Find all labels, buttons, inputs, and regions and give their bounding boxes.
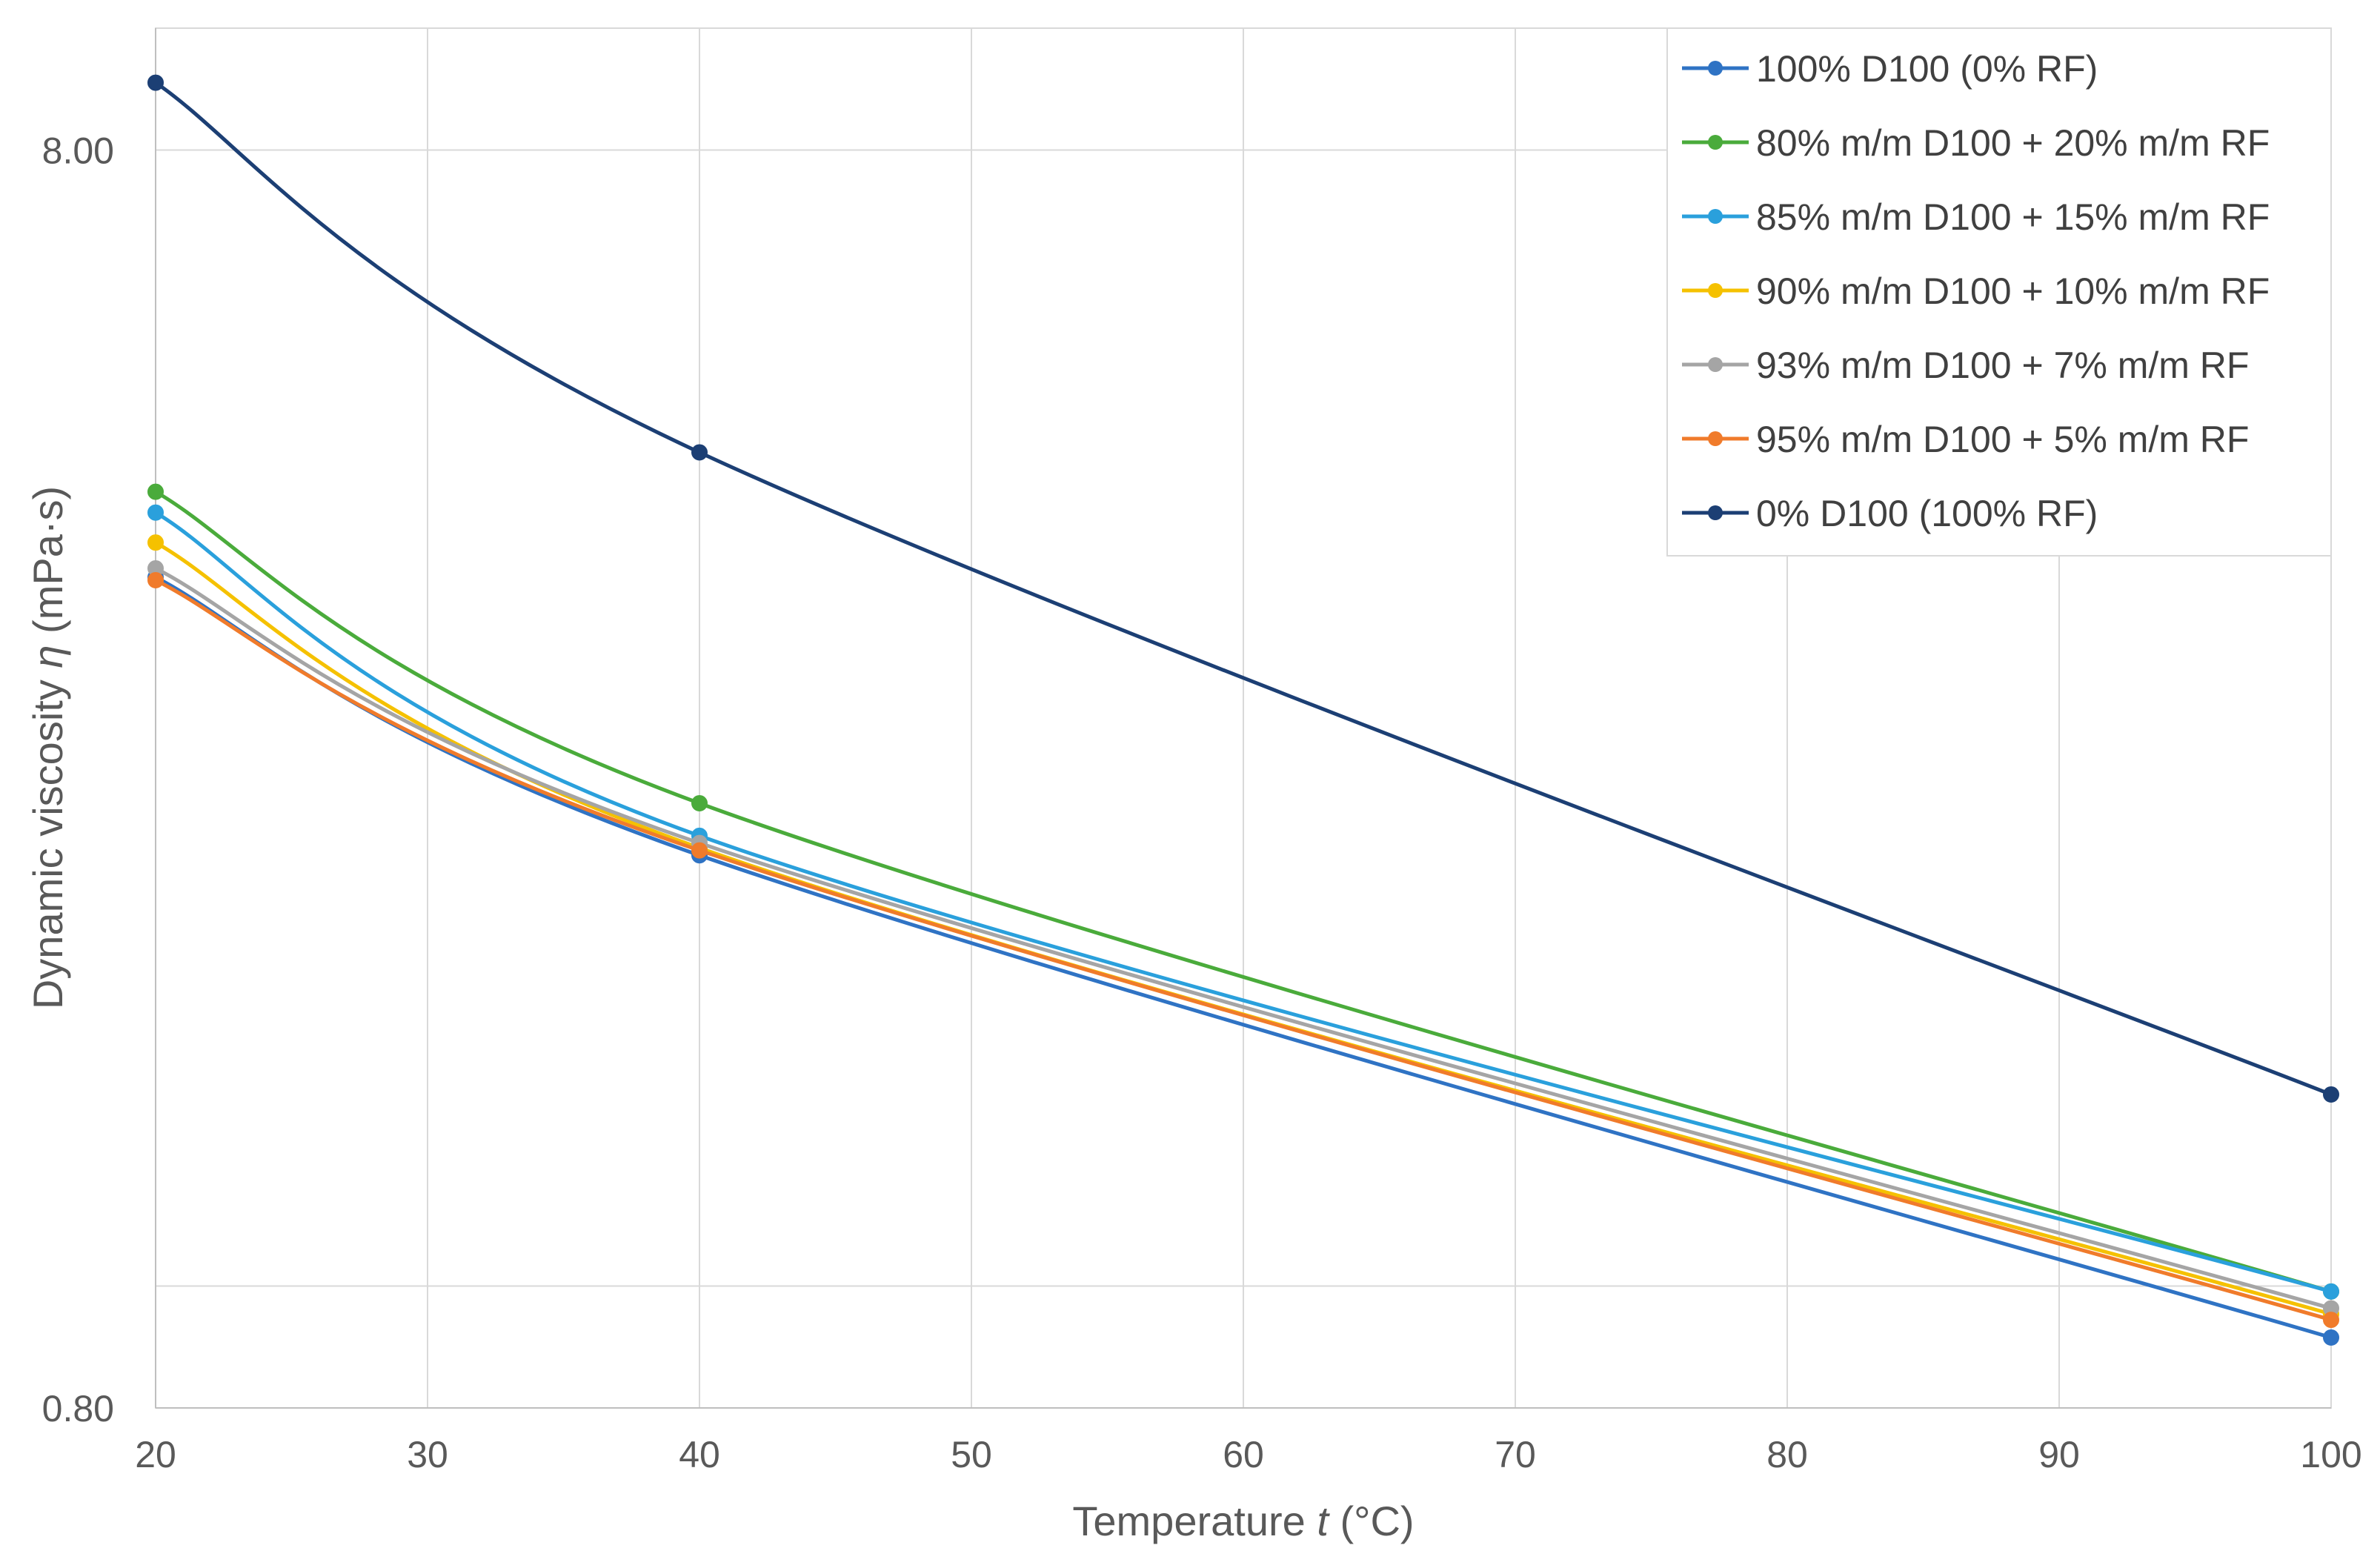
data-point [147,572,164,589]
legend-item: 95% m/m D100 + 5% m/m RF [1682,419,2249,460]
x-axis-title: Temperature t (°C) [1072,1498,1414,1544]
x-tick-label: 50 [951,1434,992,1475]
legend-marker [1708,209,1723,224]
legend-box [1666,27,2332,557]
legend-item: 93% m/m D100 + 7% m/m RF [1682,345,2249,386]
series-line [154,511,2332,1294]
data-point [147,504,164,521]
axes-layer [155,28,2331,1409]
legend-label: 90% m/m D100 + 10% m/m RF [1756,270,2270,312]
series-line [154,566,2332,1310]
legend-item: 100% D100 (0% RF) [1682,48,2098,90]
data-point [691,794,708,811]
x-tick-label: 30 [407,1434,448,1475]
y-tick-label: 0.80 [42,1388,114,1429]
x-tick-label: 40 [679,1434,720,1475]
legend-item: 80% m/m D100 + 20% m/m RF [1682,122,2270,164]
labels-layer: 20 30 40 50 60 70 80 90 100 0.80 8.00 Temperature t… [24,130,2362,1544]
legend-marker [1708,283,1723,298]
x-tick-label: 100 [2300,1434,2361,1475]
series-layer [147,74,2339,1346]
legend: 100% D100 (0% RF) 80% m/m D100 + 20% m/m … [1666,27,2332,557]
data-point [2323,1312,2339,1329]
legend-item: 0% D100 (100% RF) [1682,493,2098,534]
legend-marker [1708,505,1723,520]
x-tick-label: 20 [135,1434,176,1475]
data-point [2323,1086,2339,1103]
data-point [2323,1283,2339,1300]
legend-label: 85% m/m D100 + 15% m/m RF [1756,196,2270,238]
y-axis-title: Dynamic viscosity η (mPa·s) [24,486,71,1009]
data-point [2323,1329,2339,1346]
legend-item: 90% m/m D100 + 10% m/m RF [1682,270,2270,312]
legend-marker [1708,431,1723,446]
series-7 [147,74,2339,1103]
series-line [154,490,2332,1294]
series-6 [147,572,2339,1329]
x-tick-label: 90 [2038,1434,2080,1475]
data-point [147,74,164,91]
legend-marker [1708,61,1723,76]
legend-label: 80% m/m D100 + 20% m/m RF [1756,122,2270,164]
legend-label: 93% m/m D100 + 7% m/m RF [1756,345,2249,386]
legend-marker [1708,357,1723,372]
legend-label: 0% D100 (100% RF) [1756,493,2098,534]
series-line [154,81,2332,1097]
legend-label: 100% D100 (0% RF) [1756,48,2098,90]
series-line [154,578,2332,1322]
y-tick-label: 8.00 [42,130,114,172]
x-tick-label: 80 [1766,1434,1808,1475]
x-tick-label: 60 [1223,1434,1264,1475]
data-point [147,483,164,500]
data-point [691,444,708,461]
legend-label: 95% m/m D100 + 5% m/m RF [1756,419,2249,460]
legend-item: 85% m/m D100 + 15% m/m RF [1682,196,2270,238]
data-point [147,534,164,551]
legend-marker [1708,135,1723,150]
x-tick-label: 70 [1495,1434,1536,1475]
data-point [691,842,708,859]
